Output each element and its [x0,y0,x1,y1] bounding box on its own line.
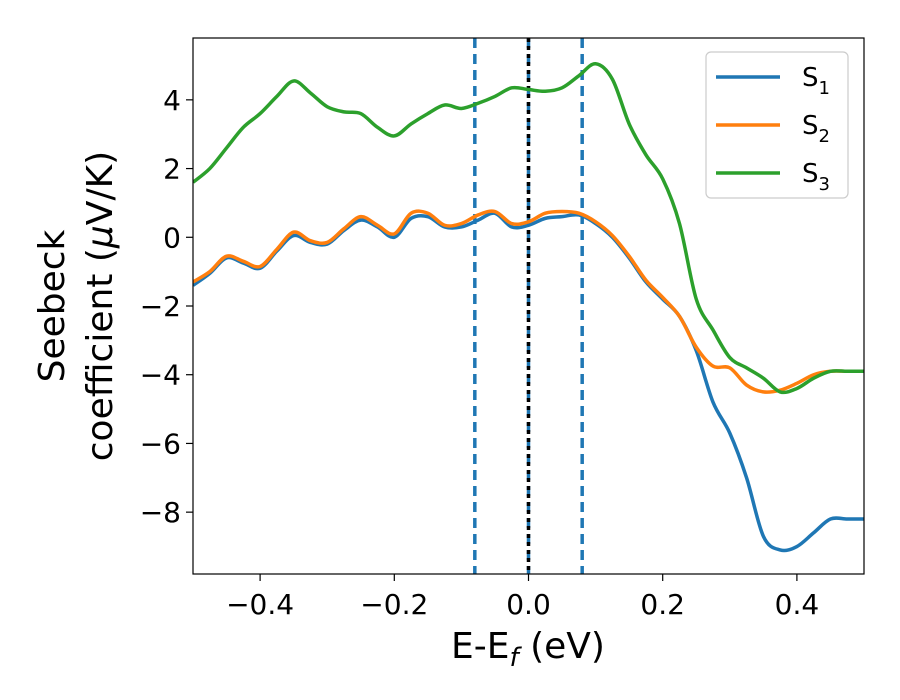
x-axis: −0.4 −0.2 0.0 0.2 0.4 [226,574,819,621]
y-tick-label: −4 [140,359,181,392]
series-line-s2 [193,209,864,394]
legend-label-s3: S3 [802,159,830,195]
y-tick-label: −2 [140,290,181,323]
y-tick-label: 2 [163,153,181,186]
y-tick-label: 0 [163,221,181,254]
y-axis: −8 −6 −4 −2 0 2 4 [140,84,193,529]
reference-lines [473,38,584,574]
y-axis-label: Seebeck coefficient (μV/K) [32,151,121,461]
x-tick-label: −0.4 [226,588,294,621]
x-tick-label: 0.2 [640,588,685,621]
legend-label-s2: S2 [802,111,830,147]
y-tick-label: −6 [140,427,181,460]
x-tick-label: 0.0 [506,588,551,621]
series-line-s3 [193,62,864,395]
series-lines [193,62,864,553]
series-line-s1 [193,211,864,553]
x-tick-label: −0.2 [360,588,428,621]
x-tick-label: 0.4 [775,588,820,621]
legend: S1 S2 S3 [705,51,849,199]
x-axis-label: E-Ef (eV) [451,626,605,673]
y-tick-label: −8 [140,496,181,529]
y-tick-label: 4 [163,84,181,117]
y-axis-label-line1: Seebeck [32,229,73,382]
legend-label-s1: S1 [802,63,830,99]
y-axis-label-line2: coefficient (μV/K) [80,151,121,461]
